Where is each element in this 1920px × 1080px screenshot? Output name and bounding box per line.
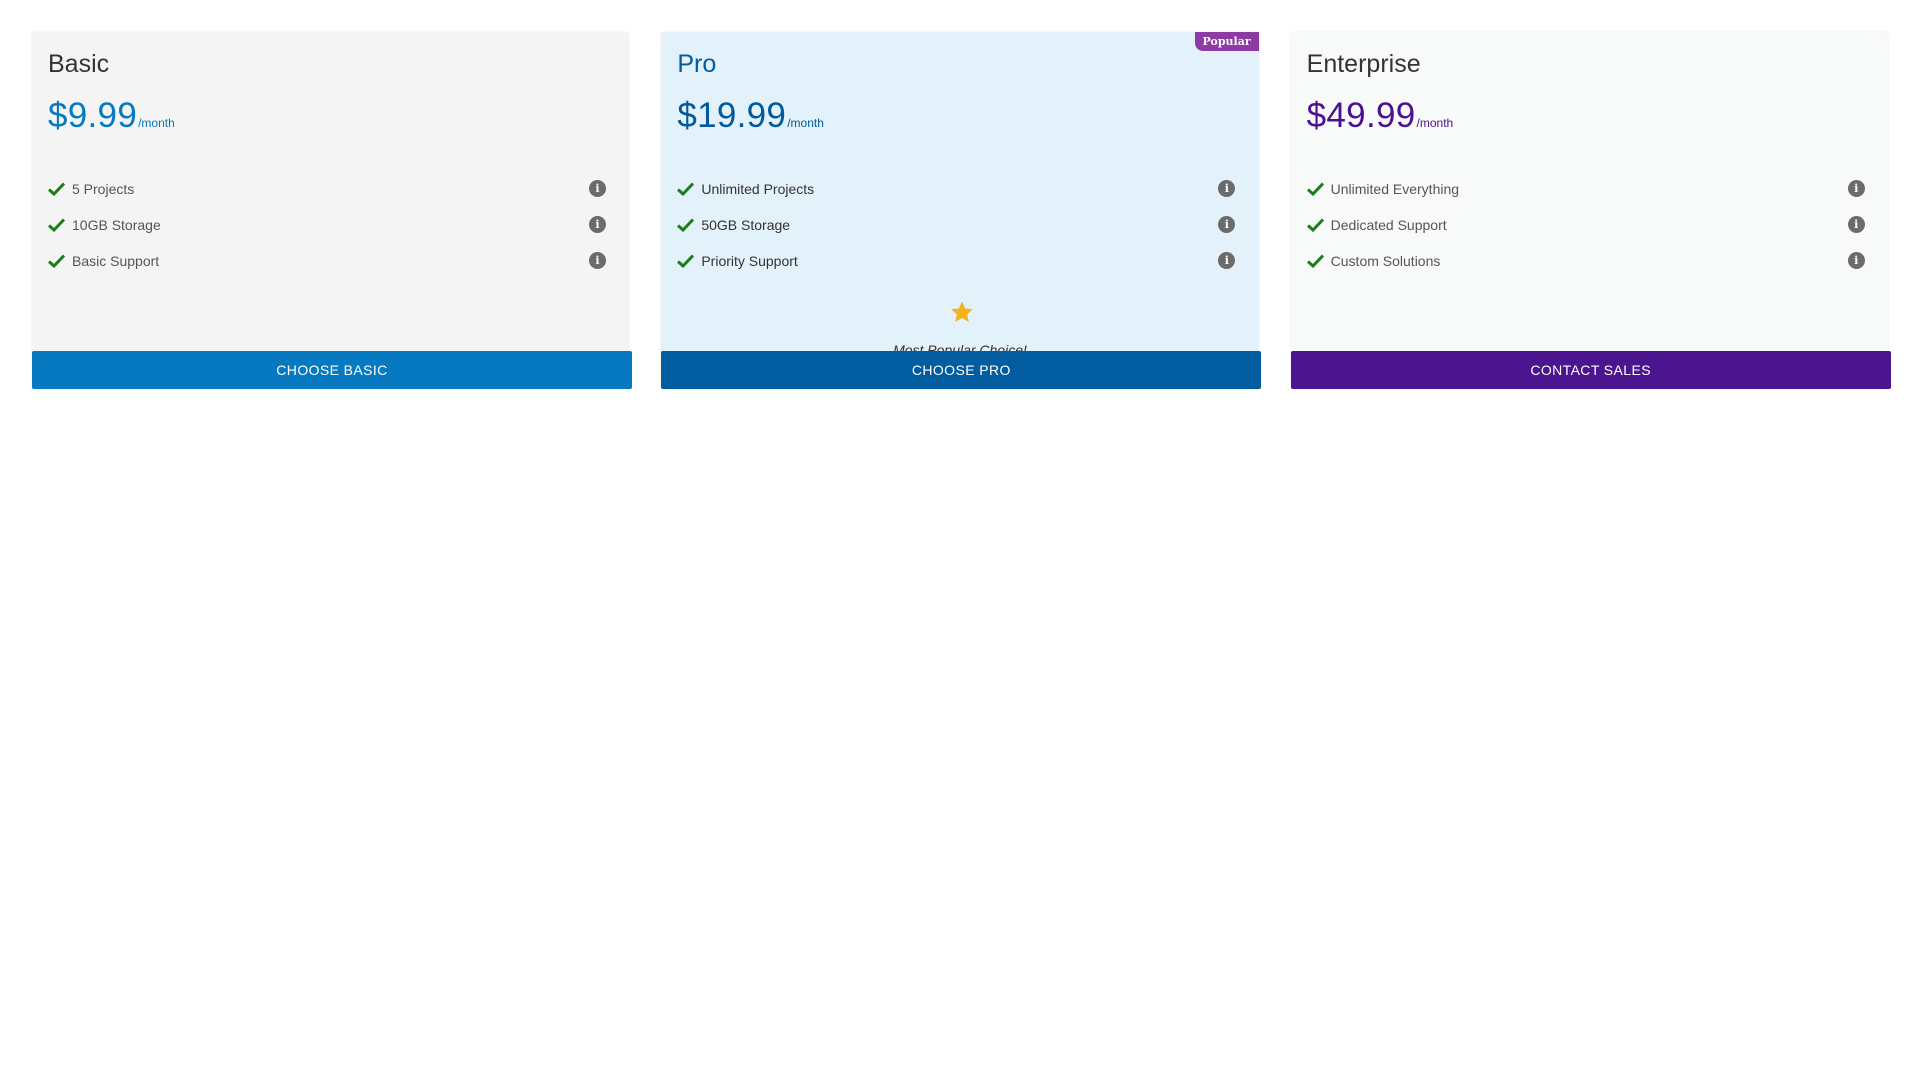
plan-price: $19.99/month xyxy=(677,96,824,136)
info-icon[interactable]: i xyxy=(589,216,606,233)
star-icon xyxy=(951,301,974,322)
price-period: /month xyxy=(138,116,175,130)
feature-label: 50GB Storage xyxy=(701,217,791,233)
feature-item: Custom Solutions i xyxy=(1306,243,1865,279)
plan-name: Enterprise xyxy=(1306,50,1421,78)
choose-pro-button[interactable]: CHOOSE PRO xyxy=(661,351,1262,389)
check-icon xyxy=(48,218,65,232)
feature-item: 10GB Storage i xyxy=(48,207,606,243)
plan-price: $49.99/month xyxy=(1307,96,1454,136)
check-icon xyxy=(1306,182,1324,196)
feature-item: Priority Support i xyxy=(677,243,1236,279)
feature-label: Unlimited Everything xyxy=(1330,181,1460,197)
feature-item: Dedicated Support i xyxy=(1306,207,1865,243)
feature-label: 5 Projects xyxy=(72,181,135,197)
info-icon[interactable]: i xyxy=(589,180,606,197)
check-icon xyxy=(677,254,695,268)
plan-name: Pro xyxy=(677,50,717,78)
plan-card-enterprise: Enterprise $49.99/month Unlimited Everyt… xyxy=(1290,32,1891,389)
feature-list: Unlimited Projects i 50GB Storage i Prio… xyxy=(677,180,1236,297)
info-icon[interactable]: i xyxy=(1218,252,1236,269)
feature-item: Basic Support i xyxy=(48,243,606,279)
feature-label: Priority Support xyxy=(701,253,798,269)
info-icon[interactable]: i xyxy=(1218,216,1236,233)
feature-item: Unlimited Everything i xyxy=(1306,171,1865,207)
check-icon xyxy=(48,254,65,268)
price-period: /month xyxy=(787,116,824,130)
feature-label: Custom Solutions xyxy=(1330,253,1441,269)
feature-item: 5 Projects i xyxy=(48,171,606,207)
feature-label: 10GB Storage xyxy=(72,217,161,233)
price-period: /month xyxy=(1416,116,1454,130)
feature-label: Basic Support xyxy=(72,253,160,269)
feature-list: Unlimited Everything i Dedicated Support… xyxy=(1306,180,1865,297)
info-icon[interactable]: i xyxy=(1218,180,1236,197)
price-amount: $9.99 xyxy=(48,96,138,135)
check-icon xyxy=(677,218,695,232)
choose-basic-button[interactable]: CHOOSE BASIC xyxy=(32,351,632,389)
plan-price: $9.99/month xyxy=(48,96,175,136)
popular-badge: Popular xyxy=(1194,32,1259,51)
pricing-plans: Basic $9.99/month 5 Projects i 10GB Stor… xyxy=(32,32,1891,389)
feature-label: Dedicated Support xyxy=(1330,217,1447,233)
feature-item: Unlimited Projects i xyxy=(677,171,1236,207)
feature-list: 5 Projects i 10GB Storage i Basic Suppor… xyxy=(48,180,606,297)
price-amount: $49.99 xyxy=(1306,96,1416,135)
feature-label: Unlimited Projects xyxy=(701,181,815,197)
check-icon xyxy=(48,182,65,196)
check-icon xyxy=(1306,218,1324,232)
check-icon xyxy=(1306,254,1324,268)
price-amount: $19.99 xyxy=(677,96,787,135)
info-icon[interactable]: i xyxy=(1847,180,1865,197)
plan-card-basic: Basic $9.99/month 5 Projects i 10GB Stor… xyxy=(32,32,632,389)
info-icon[interactable]: i xyxy=(1847,252,1865,269)
info-icon[interactable]: i xyxy=(1847,216,1865,233)
contact-sales-button[interactable]: CONTACT SALES xyxy=(1290,351,1891,389)
plan-card-pro: Popular Pro $19.99/month Unlimited Proje… xyxy=(661,32,1262,389)
info-icon[interactable]: i xyxy=(589,252,606,269)
plan-name: Basic xyxy=(48,50,110,78)
check-icon xyxy=(677,182,695,196)
feature-item: 50GB Storage i xyxy=(677,207,1236,243)
